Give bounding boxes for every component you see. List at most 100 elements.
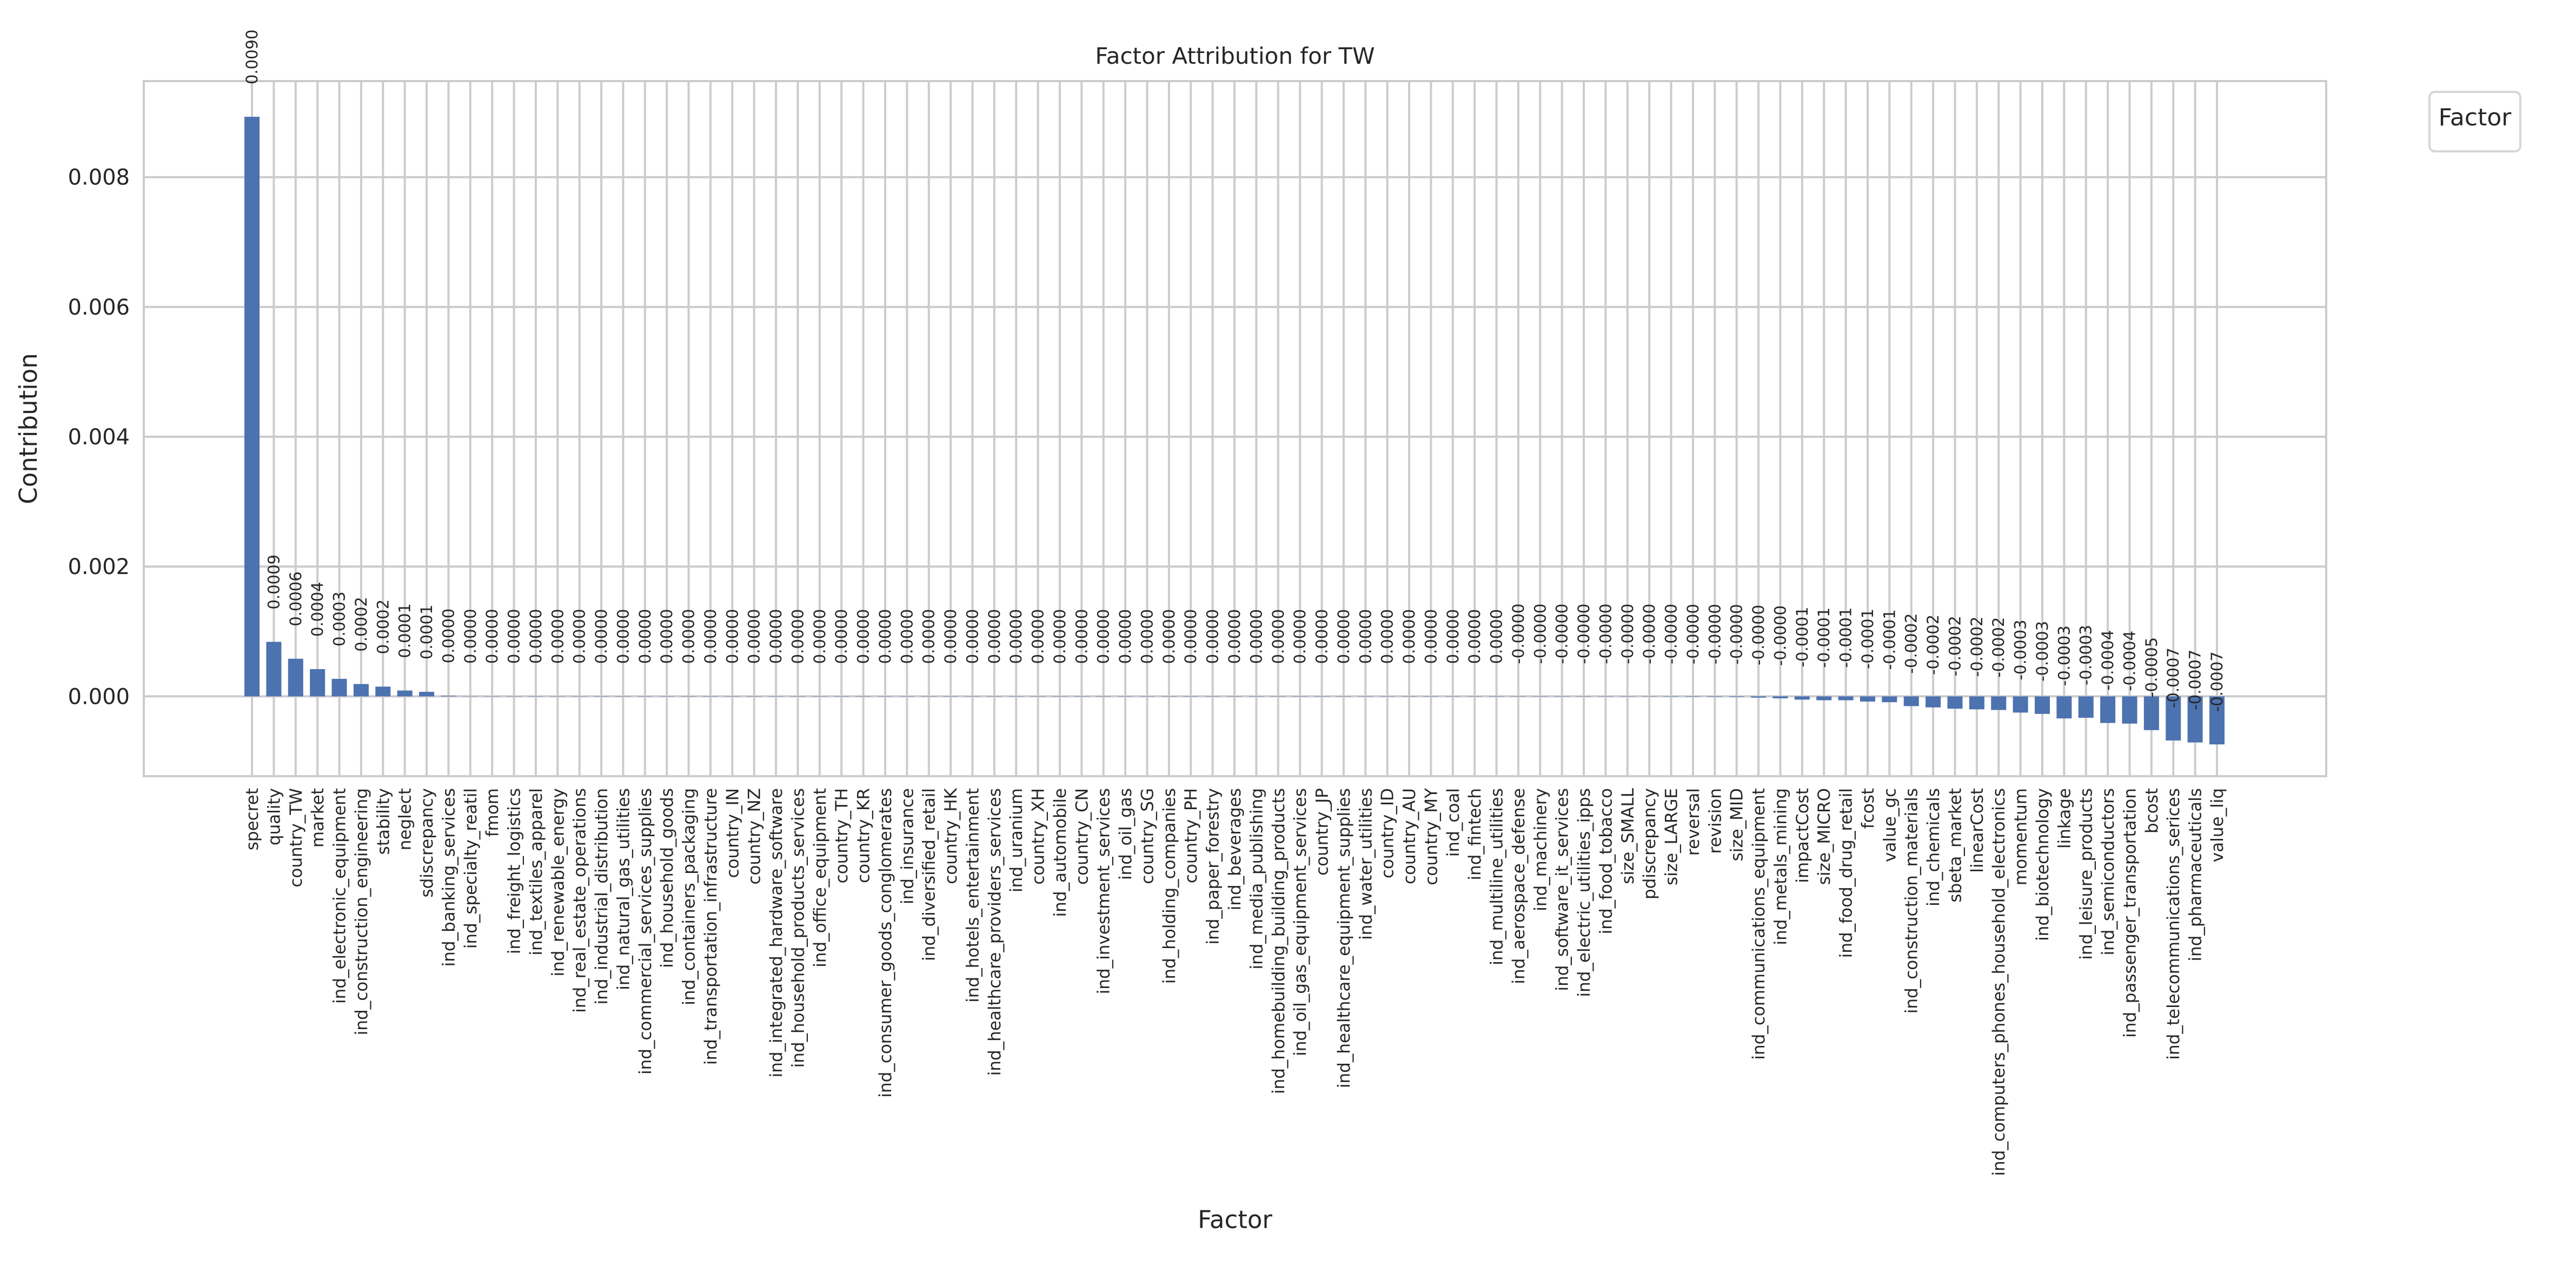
bar-reversal [1685, 696, 1701, 697]
value-label: 0.0001 [396, 603, 414, 658]
x-tick-label: ind_telecommunications_serices [2164, 788, 2183, 1060]
value-label: -0.0007 [2164, 648, 2182, 708]
bar-value_liq [2209, 696, 2225, 745]
x-tick-label: sbeta_market [1946, 788, 1965, 903]
legend: Factor [2428, 91, 2521, 152]
bar-country_XH [1030, 696, 1046, 697]
bar-size_SMALL [1619, 696, 1635, 697]
x-tick-label: ind_healthcare_equipment_supplies [1335, 788, 1354, 1088]
value-label: 0.0000 [941, 609, 960, 664]
x-tick-label: market [308, 788, 328, 848]
bar-ind_healthcare_equipment_supplies [1336, 696, 1351, 697]
x-tick-label: ind_transportation_infrastructure [701, 788, 721, 1065]
x-tick-label: stability [374, 788, 393, 855]
x-tick-label: ind_leisure_products [2077, 788, 2096, 960]
bar-value_gc [1882, 696, 1897, 703]
bar-ind_commercial_services_supplies [637, 696, 653, 697]
x-axis-ticks: specret quality country_TW market ind_electr… [243, 788, 2227, 1176]
value-label: 0.0000 [701, 609, 720, 664]
value-label: 0.0000 [920, 609, 938, 664]
value-label: -0.0003 [2077, 625, 2095, 685]
value-label: 0.0000 [767, 609, 785, 664]
value-label: 0.0000 [811, 609, 829, 664]
plot-frame [143, 80, 2327, 777]
value-label: 0.0009 [264, 555, 283, 609]
value-label: 0.0000 [1400, 609, 1418, 664]
value-label: 0.0000 [505, 609, 523, 663]
chart-title: Factor Attribution for TW [1095, 43, 1375, 69]
bar-ind_leisure_products [2078, 696, 2094, 718]
bar-ind_coal [1445, 696, 1460, 697]
value-label: 0.0002 [352, 597, 370, 651]
value-label: 0.0000 [483, 609, 501, 663]
x-tick-label: sdiscrepancy [417, 788, 437, 897]
x-tick-label: country_AU [1400, 788, 1419, 884]
value-label: 0.0000 [832, 609, 851, 664]
value-label: -0.0002 [1902, 613, 1921, 673]
bar-fmom [484, 696, 500, 697]
bar-specret [244, 117, 260, 697]
y-tick-label: 0.008 [68, 165, 130, 190]
value-label: 0.0000 [1181, 609, 1200, 664]
x-tick-label: ind_diversified_retail [920, 788, 939, 961]
bar-ind_food_tobacco [1598, 696, 1614, 697]
x-tick-label: ind_investment_services [1094, 788, 1114, 994]
x-tick-label: ind_specialty_reatil [461, 788, 481, 949]
value-label: 0.0000 [1225, 609, 1244, 664]
x-tick-label: size_MICRO [1815, 788, 1834, 885]
y-tick-label: 0.006 [68, 295, 130, 320]
x-tick-label: ind_computers_phones_household_electroni… [1989, 788, 2009, 1176]
x-tick-label: country_NZ [745, 788, 765, 884]
value-label: 0.0000 [1247, 609, 1265, 664]
x-tick-label: ind_consumer_goods_conglomerates [876, 788, 895, 1098]
value-label: 0.0003 [330, 591, 349, 646]
value-label: 0.0090 [243, 30, 261, 84]
x-tick-label: ind_oil_gas [1116, 788, 1136, 880]
value-label: -0.0000 [1596, 604, 1615, 664]
value-label: 0.0000 [658, 609, 676, 664]
value-label: -0.0001 [1880, 609, 1898, 670]
bar-stability [375, 686, 391, 697]
x-tick-label: ind_hotels_entertainment [963, 788, 982, 1003]
x-tick-label: ind_holding_companies [1160, 788, 1179, 984]
value-label: 0.0000 [680, 609, 698, 664]
x-tick-label: ind_automobile [1051, 788, 1070, 917]
value-label: -0.0000 [1705, 604, 1724, 664]
x-tick-label: country_IN [723, 788, 742, 878]
value-label: -0.0002 [1946, 616, 1964, 676]
bar-ind_paper_forestry [1205, 696, 1220, 697]
x-tick-label: reversal [1684, 788, 1703, 856]
value-label: -0.0000 [1640, 604, 1658, 664]
bar-ind_computers_phones_household_electronics [1991, 696, 2007, 710]
bar-ind_natural_gas_utilities [615, 696, 631, 697]
x-tick-label: ind_renewable_energy [548, 788, 568, 977]
x-tick-label: value_gc [1880, 788, 1900, 862]
x-tick-label: ind_electric_utilities_ipps [1575, 788, 1594, 997]
bar-ind_integrated_hardware_software [768, 696, 784, 697]
x-tick-label: size_MID [1728, 788, 1747, 861]
value-label: 0.0000 [1335, 609, 1353, 664]
value-label: 0.0000 [1138, 609, 1156, 664]
y-tick-label: 0.000 [68, 684, 130, 709]
value-label: 0.0004 [308, 582, 327, 636]
value-label: -0.0004 [2099, 630, 2117, 691]
bar-country_CN [1074, 696, 1090, 697]
bar-ind_electric_utilities_ipps [1576, 696, 1592, 697]
value-label: 0.0000 [1444, 609, 1462, 664]
bar-ind_homebuilding_building_products [1270, 696, 1286, 697]
x-tick-label: ind_textiles_apparel [527, 788, 546, 956]
value-label: 0.0000 [461, 609, 480, 663]
x-tick-label: size_SMALL [1618, 788, 1638, 884]
value-label: -0.0001 [1837, 608, 1855, 668]
x-tick-label: country_CN [1072, 788, 1092, 885]
value-label: -0.0000 [1509, 603, 1528, 664]
x-tick-label: ind_integrated_hardware_software [767, 788, 786, 1077]
bar-ind_uranium [1008, 696, 1024, 697]
value-label: 0.0000 [527, 609, 545, 663]
bar-ind_transportation_infrastructure [702, 696, 718, 697]
bar-ind_containers_packaging [681, 696, 696, 697]
x-tick-label: ind_fintech [1465, 788, 1485, 881]
bar-pdiscrepancy [1642, 696, 1657, 697]
bar-revision [1707, 696, 1723, 697]
